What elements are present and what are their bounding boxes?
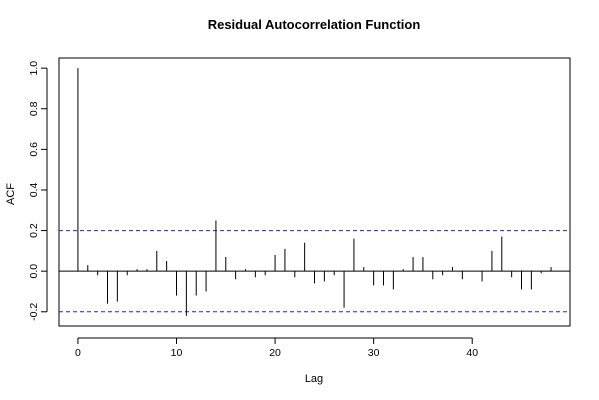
y-axis: -0.2 0.0 0.2 0.4 0.6 0.8 1.0 xyxy=(28,61,48,321)
y-tick-label: -0.2 xyxy=(28,303,40,321)
y-tick-label: 0.6 xyxy=(28,142,40,157)
chart-title: Residual Autocorrelation Function xyxy=(208,17,421,32)
x-tick-label: 0 xyxy=(75,347,81,359)
x-tick-label: 10 xyxy=(171,347,183,359)
x-tick-label: 40 xyxy=(466,347,478,359)
y-tick-label: 0.8 xyxy=(28,101,40,116)
plot-frame xyxy=(58,57,571,327)
x-tick-label: 30 xyxy=(368,347,380,359)
x-axis-label: Lag xyxy=(305,373,323,385)
x-axis: 0 10 20 30 40 xyxy=(75,337,478,359)
y-tick-label: 1.0 xyxy=(28,61,40,76)
y-tick-label: 0.2 xyxy=(28,223,40,238)
acf-bars xyxy=(77,68,552,316)
x-tick-label: 20 xyxy=(269,347,281,359)
y-tick-label: 0.0 xyxy=(28,264,40,279)
y-axis-label: ACF xyxy=(5,183,17,205)
y-tick-label: 0.4 xyxy=(28,183,40,198)
